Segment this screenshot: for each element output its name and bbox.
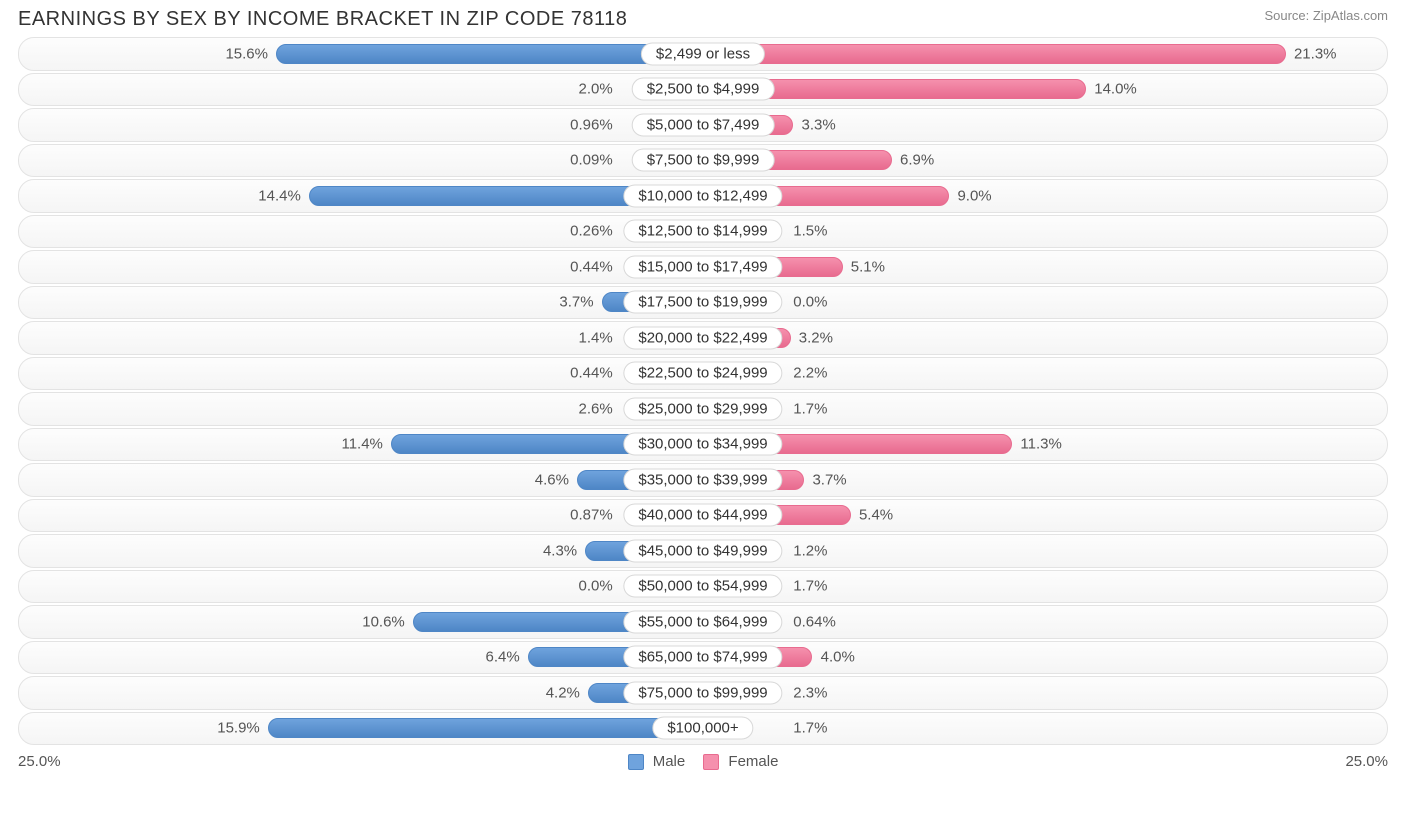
female-value: 1.7% bbox=[793, 400, 827, 417]
female-value: 2.2% bbox=[793, 365, 827, 382]
male-value: 11.4% bbox=[341, 436, 382, 453]
legend: Male Female bbox=[628, 753, 779, 770]
male-bar bbox=[276, 44, 703, 64]
bracket-label: $65,000 to $74,999 bbox=[623, 646, 782, 669]
male-value: 0.44% bbox=[570, 365, 613, 382]
female-value: 1.5% bbox=[793, 223, 827, 240]
female-value: 6.9% bbox=[900, 152, 934, 169]
male-value: 0.0% bbox=[579, 578, 613, 595]
bar-row: 1.4% 3.2% $20,000 to $22,499 bbox=[18, 321, 1388, 355]
bracket-label: $45,000 to $49,999 bbox=[623, 539, 782, 562]
female-value: 9.0% bbox=[957, 187, 991, 204]
bracket-label: $50,000 to $54,999 bbox=[623, 575, 782, 598]
bracket-label: $17,500 to $19,999 bbox=[623, 291, 782, 314]
bracket-label: $25,000 to $29,999 bbox=[623, 397, 782, 420]
bracket-label: $10,000 to $12,499 bbox=[623, 184, 782, 207]
male-value: 3.7% bbox=[559, 294, 593, 311]
bar-row: 0.96% 3.3% $5,000 to $7,499 bbox=[18, 108, 1388, 142]
male-value: 10.6% bbox=[362, 613, 405, 630]
bracket-label: $40,000 to $44,999 bbox=[623, 504, 782, 527]
male-value: 4.3% bbox=[543, 542, 577, 559]
male-value: 14.4% bbox=[258, 187, 301, 204]
male-swatch-icon bbox=[628, 754, 644, 770]
bar-row: 3.7% 0.0% $17,500 to $19,999 bbox=[18, 286, 1388, 320]
bracket-label: $55,000 to $64,999 bbox=[623, 610, 782, 633]
bracket-label: $5,000 to $7,499 bbox=[632, 113, 775, 136]
male-value: 15.9% bbox=[217, 720, 260, 737]
bar-row: 4.3% 1.2% $45,000 to $49,999 bbox=[18, 534, 1388, 568]
bracket-label: $15,000 to $17,499 bbox=[623, 255, 782, 278]
bar-row: 0.0% 1.7% $50,000 to $54,999 bbox=[18, 570, 1388, 604]
bracket-label: $7,500 to $9,999 bbox=[632, 149, 775, 172]
bar-row: 0.26% 1.5% $12,500 to $14,999 bbox=[18, 215, 1388, 249]
bar-row: 4.6% 3.7% $35,000 to $39,999 bbox=[18, 463, 1388, 497]
bar-row: 11.4% 11.3% $30,000 to $34,999 bbox=[18, 428, 1388, 462]
bracket-label: $35,000 to $39,999 bbox=[623, 468, 782, 491]
male-value: 0.09% bbox=[570, 152, 613, 169]
bracket-label: $75,000 to $99,999 bbox=[623, 681, 782, 704]
legend-female: Female bbox=[703, 753, 778, 770]
male-value: 0.87% bbox=[570, 507, 613, 524]
axis-left-label: 25.0% bbox=[18, 753, 61, 770]
axis-row: 25.0% Male Female 25.0% bbox=[0, 747, 1406, 770]
male-bar bbox=[268, 718, 703, 738]
bracket-label: $2,499 or less bbox=[641, 42, 765, 65]
female-value: 5.1% bbox=[851, 258, 885, 275]
male-value: 1.4% bbox=[579, 329, 613, 346]
bar-row: 15.9% 1.7% $100,000+ bbox=[18, 712, 1388, 746]
axis-right-label: 25.0% bbox=[1345, 753, 1388, 770]
bracket-label: $20,000 to $22,499 bbox=[623, 326, 782, 349]
bar-row: 14.4% 9.0% $10,000 to $12,499 bbox=[18, 179, 1388, 213]
female-value: 0.0% bbox=[793, 294, 827, 311]
male-value: 6.4% bbox=[486, 649, 520, 666]
female-value: 3.7% bbox=[812, 471, 846, 488]
bar-row: 0.44% 2.2% $22,500 to $24,999 bbox=[18, 357, 1388, 391]
bracket-label: $22,500 to $24,999 bbox=[623, 362, 782, 385]
bar-row: 0.44% 5.1% $15,000 to $17,499 bbox=[18, 250, 1388, 284]
bar-row: 10.6% 0.64% $55,000 to $64,999 bbox=[18, 605, 1388, 639]
bracket-label: $30,000 to $34,999 bbox=[623, 433, 782, 456]
female-bar bbox=[703, 44, 1286, 64]
female-value: 14.0% bbox=[1094, 81, 1137, 98]
female-value: 11.3% bbox=[1020, 436, 1061, 453]
chart-title: EARNINGS BY SEX BY INCOME BRACKET IN ZIP… bbox=[18, 8, 627, 31]
chart-body: 15.6% 21.3% $2,499 or less 2.0% 14.0% $2,500 … bbox=[0, 37, 1406, 745]
female-value: 21.3% bbox=[1294, 45, 1337, 62]
bar-row: 15.6% 21.3% $2,499 or less bbox=[18, 37, 1388, 71]
male-value: 2.6% bbox=[579, 400, 613, 417]
male-value: 0.26% bbox=[570, 223, 613, 240]
legend-female-label: Female bbox=[728, 753, 778, 770]
bracket-label: $12,500 to $14,999 bbox=[623, 220, 782, 243]
bar-row: 4.2% 2.3% $75,000 to $99,999 bbox=[18, 676, 1388, 710]
male-value: 2.0% bbox=[579, 81, 613, 98]
chart-source: Source: ZipAtlas.com bbox=[1264, 8, 1388, 23]
male-value: 4.6% bbox=[535, 471, 569, 488]
male-value: 4.2% bbox=[546, 684, 580, 701]
female-value: 2.3% bbox=[793, 684, 827, 701]
bar-row: 2.6% 1.7% $25,000 to $29,999 bbox=[18, 392, 1388, 426]
bar-row: 6.4% 4.0% $65,000 to $74,999 bbox=[18, 641, 1388, 675]
female-value: 4.0% bbox=[821, 649, 855, 666]
legend-male-label: Male bbox=[653, 753, 686, 770]
female-swatch-icon bbox=[703, 754, 719, 770]
legend-male: Male bbox=[628, 753, 686, 770]
male-value: 0.44% bbox=[570, 258, 613, 275]
bracket-label: $100,000+ bbox=[652, 717, 753, 740]
bar-row: 0.87% 5.4% $40,000 to $44,999 bbox=[18, 499, 1388, 533]
female-value: 1.7% bbox=[793, 720, 827, 737]
female-value: 5.4% bbox=[859, 507, 893, 524]
female-value: 1.7% bbox=[793, 578, 827, 595]
male-value: 0.96% bbox=[570, 116, 613, 133]
female-value: 0.64% bbox=[793, 613, 836, 630]
female-value: 3.2% bbox=[799, 329, 833, 346]
bar-row: 0.09% 6.9% $7,500 to $9,999 bbox=[18, 144, 1388, 178]
male-value: 15.6% bbox=[225, 45, 268, 62]
female-value: 3.3% bbox=[801, 116, 835, 133]
bracket-label: $2,500 to $4,999 bbox=[632, 78, 775, 101]
female-value: 1.2% bbox=[793, 542, 827, 559]
bar-row: 2.0% 14.0% $2,500 to $4,999 bbox=[18, 73, 1388, 107]
